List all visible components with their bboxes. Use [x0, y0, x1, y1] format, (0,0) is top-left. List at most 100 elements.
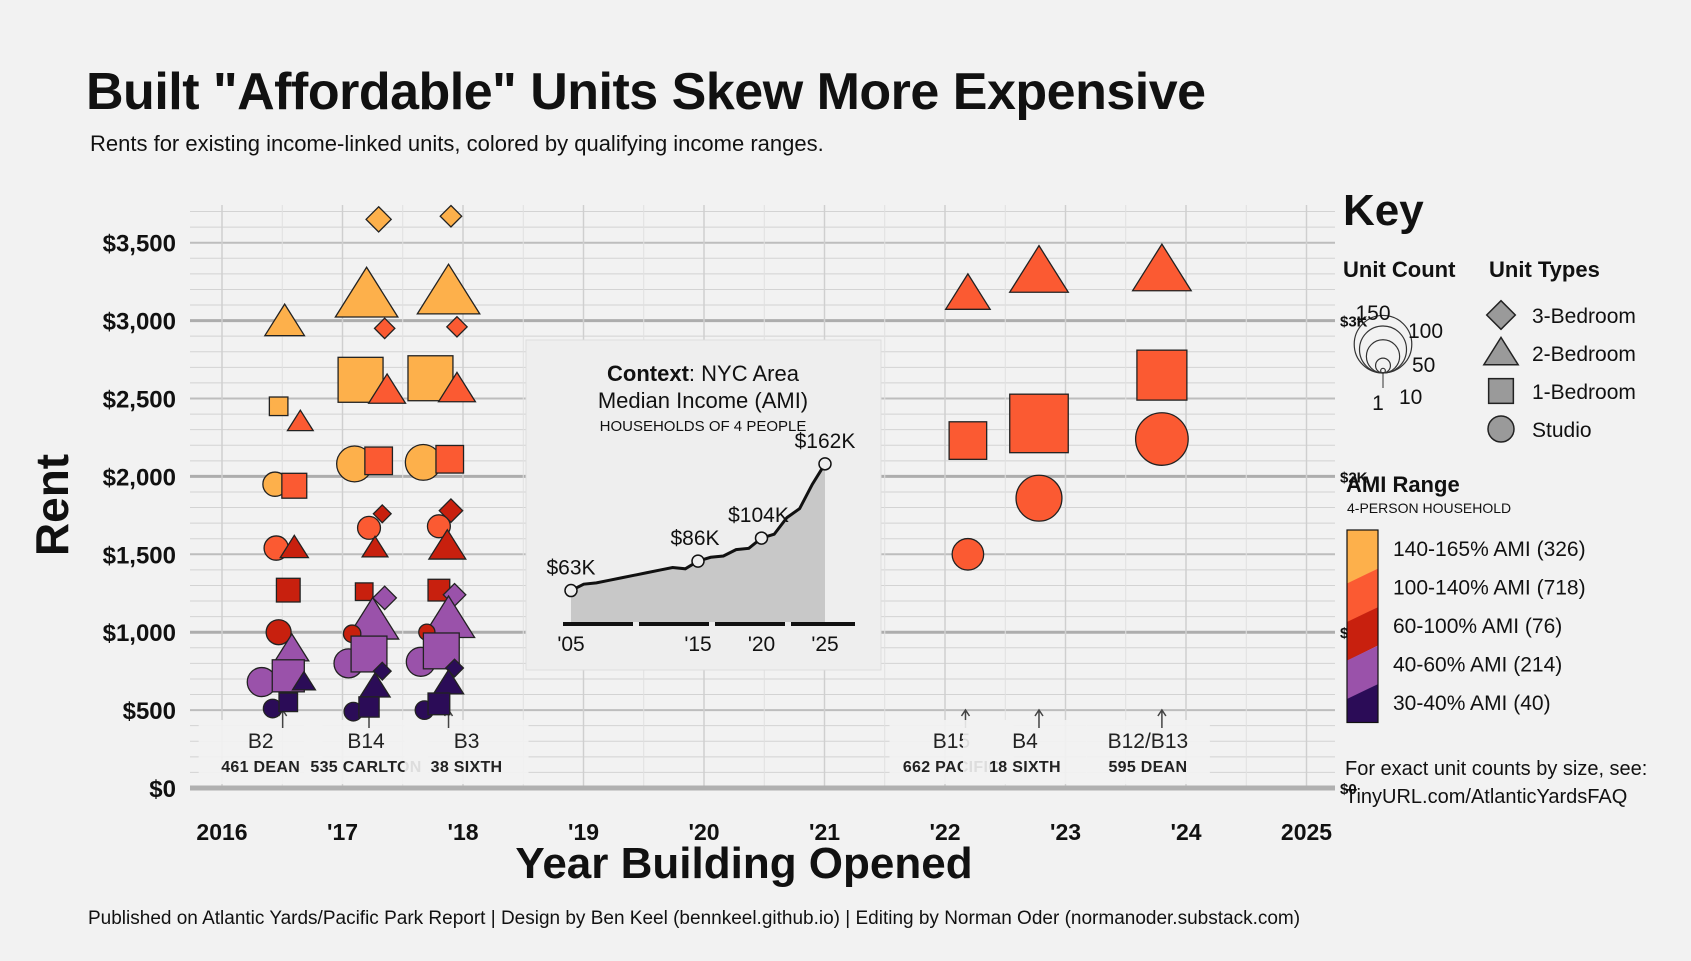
inset-x-tick: '15	[684, 633, 711, 656]
y-axis-ticks: $0 $500 $1,000 $1,500 $2,000 $2,500 $3,000 $3,5…	[103, 231, 176, 803]
unit-types-key: 3-Bedroom 2-Bedroom 1-Bedroom Studio	[1482, 299, 1636, 443]
data-point-triangle	[437, 371, 477, 403]
count-circle	[1374, 357, 1392, 374]
unit-count-label: 50	[1412, 354, 1435, 377]
data-point-square	[1136, 349, 1188, 401]
unit-type-symbol	[1487, 415, 1515, 443]
y-axis-title: Rent	[26, 454, 78, 556]
data-point-triangle	[944, 272, 992, 310]
building-address: 595 DEAN	[1108, 759, 1187, 776]
data-point-triangle	[1008, 244, 1070, 293]
building-address: 18 SIXTH	[989, 759, 1061, 776]
unit-type-label: Studio	[1532, 419, 1592, 442]
data-point-square	[358, 696, 380, 718]
data-point-circle	[426, 514, 451, 539]
building-arrow	[1034, 708, 1044, 728]
inset-title: Context: NYC Area	[607, 361, 800, 386]
x-axis-ticks: 2016 '17 '18 '19 '20 '21 '22 '23 '24 2025	[196, 819, 1332, 845]
ami-callout-label: $104K	[728, 504, 789, 527]
data-point-triangle	[263, 302, 306, 337]
ami-range-label: 30-40% AMI (40)	[1393, 692, 1551, 715]
ami-callout-marker	[691, 554, 705, 568]
right-axis-label: $2K	[1340, 469, 1368, 486]
y-tick-label: $3,500	[103, 231, 176, 258]
footer-credits: Published on Atlantic Yards/Pacific Park…	[88, 908, 1301, 929]
building-address: 461 DEAN	[221, 759, 300, 776]
data-point-square	[275, 577, 301, 603]
data-point-circle	[1134, 412, 1189, 466]
building-name: B15	[933, 730, 970, 753]
unit-count-label: 150	[1355, 302, 1390, 325]
data-point-diamond	[372, 585, 398, 611]
unit-type-symbol	[1487, 377, 1515, 405]
data-point-diamond	[365, 205, 393, 233]
x-tick-label: 2025	[1281, 819, 1332, 845]
x-tick-label: '18	[447, 819, 478, 845]
data-point-triangle	[334, 266, 400, 318]
unit-count-label: 10	[1399, 386, 1422, 409]
data-point-triangle	[360, 535, 390, 558]
unit-type-symbol	[1485, 299, 1517, 331]
data-point-triangle	[427, 528, 467, 560]
data-point-diamond	[373, 317, 396, 340]
ami-callout-label: $162K	[795, 430, 856, 453]
building-name: B2	[248, 730, 274, 753]
y-tick-label: $1,500	[103, 542, 176, 569]
building-label-bg	[198, 720, 323, 784]
inset-x-tick: '20	[748, 633, 775, 656]
key-note-line1: For exact unit counts by size, see:	[1345, 758, 1647, 780]
ami-swatch	[1347, 607, 1378, 661]
x-tick-label: '21	[809, 819, 840, 845]
data-point-square	[1009, 393, 1069, 454]
building-label-bg	[404, 720, 529, 784]
data-point-circle	[356, 515, 382, 540]
data-point-diamond	[444, 658, 465, 678]
inset-title-rest: : NYC Area	[689, 361, 800, 386]
data-point-square	[271, 659, 305, 693]
data-point-diamond	[372, 661, 393, 681]
ami-range-title: AMI Range	[1346, 472, 1460, 497]
x-axis-title: Year Building Opened	[515, 839, 972, 888]
ami-swatch	[1347, 530, 1378, 584]
building-name: B12/B13	[1108, 730, 1189, 753]
ami-swatch-border	[1346, 529, 1379, 724]
ami-callout-marker	[754, 531, 769, 545]
y-tick-label: $2,000	[103, 464, 176, 491]
ami-swatch	[1347, 645, 1378, 700]
data-point-square	[948, 421, 988, 460]
unit-type-label: 1-Bedroom	[1532, 381, 1636, 404]
key-panel: Key Unit Count Unit Types 150 100 50 10 1 3-…	[1343, 186, 1647, 808]
data-point-triangle	[367, 372, 407, 404]
data-point-triangle	[432, 668, 465, 695]
unit-type-symbol	[1482, 335, 1520, 366]
x-tick-label: '20	[688, 819, 719, 845]
inset-title-bold: Context	[607, 361, 690, 386]
data-point-triangle	[286, 408, 315, 432]
unit-type-label: 3-Bedroom	[1532, 305, 1636, 328]
data-point-circle	[265, 619, 292, 646]
x-tick-label: '23	[1050, 819, 1081, 845]
data-point-triangle	[416, 262, 481, 315]
data-point-square	[281, 472, 308, 499]
building-name: B14	[347, 730, 385, 753]
ami-range-label: 140-165% AMI (326)	[1393, 538, 1586, 561]
building-name: B3	[454, 730, 480, 753]
y-tick-label: $1,000	[103, 620, 176, 647]
ami-range-label: 100-140% AMI (718)	[1393, 577, 1586, 600]
data-point-square	[354, 582, 374, 602]
building-label-bg	[962, 720, 1087, 784]
ami-swatch	[1347, 684, 1378, 723]
ami-callout-marker	[818, 457, 832, 471]
data-point-square	[278, 692, 299, 713]
data-point-triangle	[279, 534, 310, 559]
chart-title: Built "Affordable" Units Skew More Expen…	[86, 63, 1206, 121]
ami-swatch	[1347, 568, 1378, 623]
unit-count-label: 100	[1408, 320, 1443, 343]
key-note-line2: TinyURL.com/AtlanticYardsFAQ	[1345, 786, 1627, 808]
x-tick-label: 2016	[196, 819, 247, 845]
x-tick-label: '24	[1170, 819, 1201, 845]
data-point-circle	[951, 537, 985, 571]
ami-callout-label: $63K	[546, 557, 595, 580]
key-title: Key	[1343, 186, 1424, 235]
